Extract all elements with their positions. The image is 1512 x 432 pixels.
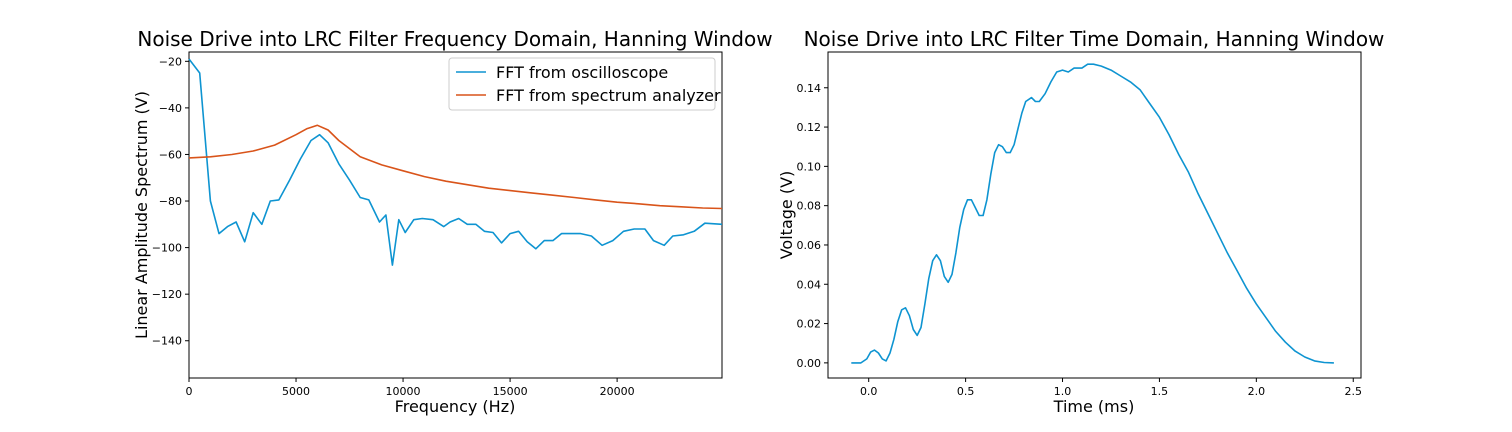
x-tick-label: 0 bbox=[186, 385, 193, 398]
y-tick-label: 0.12 bbox=[797, 121, 822, 134]
plot-area-frame bbox=[827, 51, 1362, 379]
legend-frame bbox=[448, 57, 716, 111]
x-tick-label: 2.0 bbox=[1248, 385, 1266, 398]
series-line-fft-from-spectrum-analyzer bbox=[188, 124, 723, 210]
x-tick-label: 0.5 bbox=[957, 385, 975, 398]
y-tick-label: −20 bbox=[159, 55, 182, 68]
frequency-domain-chart: Noise Drive into LRC Filter Frequency Do… bbox=[132, 27, 773, 416]
x-axis-label: Time (ms) bbox=[1053, 397, 1135, 416]
y-axis-label: Voltage (V) bbox=[777, 171, 796, 260]
legend-label-oscilloscope: FFT from oscilloscope bbox=[496, 63, 668, 82]
plot-area-frame bbox=[188, 51, 723, 379]
x-tick-label: 0.0 bbox=[860, 385, 878, 398]
series-lines bbox=[188, 58, 723, 266]
x-ticks: 0.0 0.5 1.0 1.5 2.0 2.5 bbox=[860, 378, 1362, 398]
y-tick-label: 0.04 bbox=[797, 278, 822, 291]
y-tick-label: 0.00 bbox=[797, 357, 822, 370]
x-axis-label: Frequency (Hz) bbox=[395, 397, 516, 416]
y-axis-label: Linear Amplitude Spectrum (V) bbox=[132, 91, 151, 339]
time-domain-chart: Noise Drive into LRC Filter Time Domain,… bbox=[777, 27, 1384, 416]
legend-label-spectrum-analyzer: FFT from spectrum analyzer bbox=[496, 86, 721, 105]
y-tick-label: −120 bbox=[152, 288, 182, 301]
y-tick-label: −100 bbox=[152, 242, 182, 255]
x-tick-label: 2.5 bbox=[1344, 385, 1362, 398]
y-tick-label: −40 bbox=[159, 102, 182, 115]
y-ticks: −20 −40 −60 −80 −100 −120 −140 bbox=[152, 55, 189, 348]
y-tick-label: 0.14 bbox=[797, 82, 822, 95]
y-tick-label: 0.06 bbox=[797, 239, 822, 252]
x-tick-label: 1.0 bbox=[1054, 385, 1072, 398]
x-tick-label: 15000 bbox=[493, 385, 528, 398]
y-ticks: 0.00 0.02 0.04 0.06 0.08 0.10 0.12 0.14 bbox=[797, 82, 828, 370]
series-line-0 bbox=[851, 63, 1334, 364]
x-tick-label: 10000 bbox=[386, 385, 421, 398]
x-tick-label: 5000 bbox=[282, 385, 310, 398]
y-tick-label: 0.10 bbox=[797, 160, 822, 173]
y-tick-label: −60 bbox=[159, 148, 182, 161]
legend: FFT from oscilloscope FFT from spectrum … bbox=[448, 57, 721, 111]
x-tick-label: 1.5 bbox=[1151, 385, 1169, 398]
y-tick-label: −140 bbox=[152, 335, 182, 348]
y-tick-label: −80 bbox=[159, 195, 182, 208]
series-lines bbox=[851, 63, 1334, 364]
x-ticks: 0 5000 10000 15000 20000 bbox=[186, 378, 635, 398]
series-line-fft-from-oscilloscope bbox=[188, 58, 723, 266]
x-tick-label: 20000 bbox=[600, 385, 635, 398]
chart-title: Noise Drive into LRC Filter Frequency Do… bbox=[137, 27, 772, 51]
y-tick-label: 0.02 bbox=[797, 318, 822, 331]
y-tick-label: 0.08 bbox=[797, 200, 822, 213]
chart-title: Noise Drive into LRC Filter Time Domain,… bbox=[804, 27, 1385, 51]
